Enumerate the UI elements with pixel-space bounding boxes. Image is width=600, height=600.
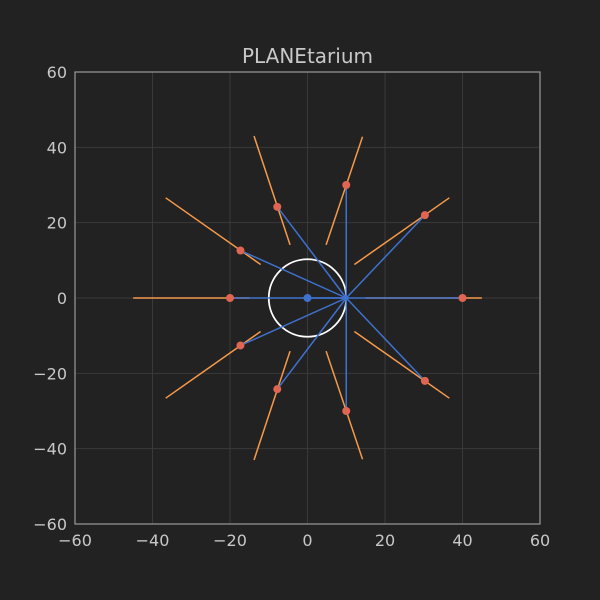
tangent-segment — [353, 330, 450, 399]
data-point — [273, 202, 282, 211]
plot-frame — [74, 71, 541, 525]
ray-line — [345, 297, 426, 382]
tangent-segment — [353, 197, 450, 266]
tangent-segment — [165, 197, 262, 266]
ray-line — [276, 206, 347, 299]
data-point — [236, 341, 245, 350]
data-point — [420, 376, 429, 385]
ray-line — [276, 297, 347, 390]
data-point — [236, 246, 245, 255]
tangent-segment — [253, 135, 291, 246]
x-tick-label: 0 — [302, 531, 312, 550]
tangent-segment — [325, 136, 364, 246]
y-tick-label: −20 — [33, 364, 67, 383]
y-tick-label: −60 — [33, 515, 67, 534]
data-point — [420, 211, 429, 220]
x-tick-label: −60 — [58, 531, 92, 550]
y-tick-label: 40 — [47, 138, 67, 157]
data-point — [226, 294, 234, 302]
ray-line — [240, 249, 347, 299]
y-axis: −60 −40 −20 0 20 40 60 — [33, 63, 67, 534]
chart-title: PLANEtarium — [242, 44, 373, 68]
y-tick-label: 0 — [57, 289, 67, 308]
y-tick-label: −40 — [33, 440, 67, 459]
center-point — [303, 294, 312, 302]
x-tick-label: 60 — [530, 531, 550, 550]
data-point — [342, 407, 351, 415]
x-tick-label: 20 — [375, 531, 395, 550]
y-tick-label: 60 — [47, 63, 67, 82]
data-point — [342, 181, 351, 189]
ray-line — [240, 297, 347, 347]
data-point — [458, 294, 467, 302]
y-tick-label: 20 — [47, 214, 67, 233]
x-axis: −60 −40 −20 0 20 40 60 — [58, 531, 550, 550]
tangent-segment — [253, 350, 291, 461]
x-tick-label: 40 — [452, 531, 472, 550]
x-tick-label: −20 — [213, 531, 247, 550]
x-tick-label: −40 — [136, 531, 170, 550]
plot-marks — [133, 135, 482, 461]
tangent-segment — [165, 330, 262, 399]
ray-line — [345, 214, 426, 299]
tangent-segment — [325, 350, 364, 460]
data-point — [273, 385, 282, 394]
